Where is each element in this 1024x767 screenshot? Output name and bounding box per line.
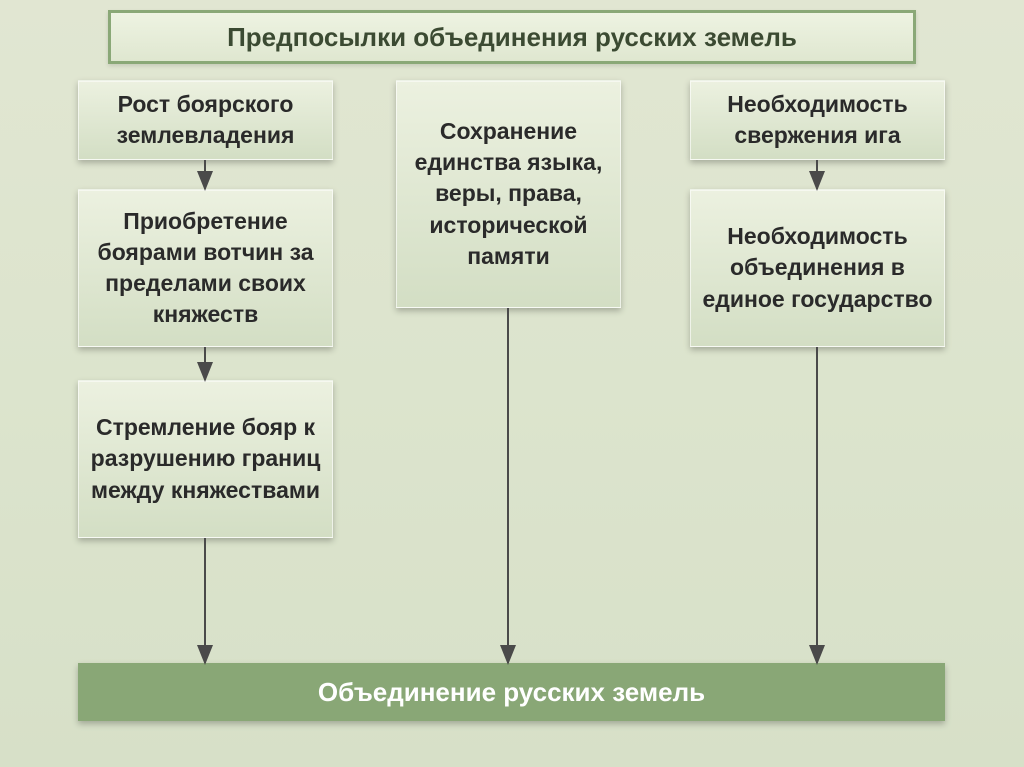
- node-unified-state: Необходимость объединения в единое госуд…: [690, 189, 945, 347]
- diagram-title: Предпосылки объединения русских земель: [108, 10, 916, 64]
- node-unification-result: Объединение русских земель: [78, 663, 945, 721]
- node-overthrow-yoke: Необходимость свержения ига: [690, 80, 945, 160]
- node-unity-preservation: Сохранение единства языка, веры, права, …: [396, 80, 621, 308]
- diagram-canvas: Предпосылки объединения русских земель Р…: [0, 0, 1024, 767]
- node-boyar-votchina: Приобретение боярами вотчин за пределами…: [78, 189, 333, 347]
- node-boyar-growth: Рост боярского землевладения: [78, 80, 333, 160]
- node-boyar-borders: Стремление бояр к разрушению границ межд…: [78, 380, 333, 538]
